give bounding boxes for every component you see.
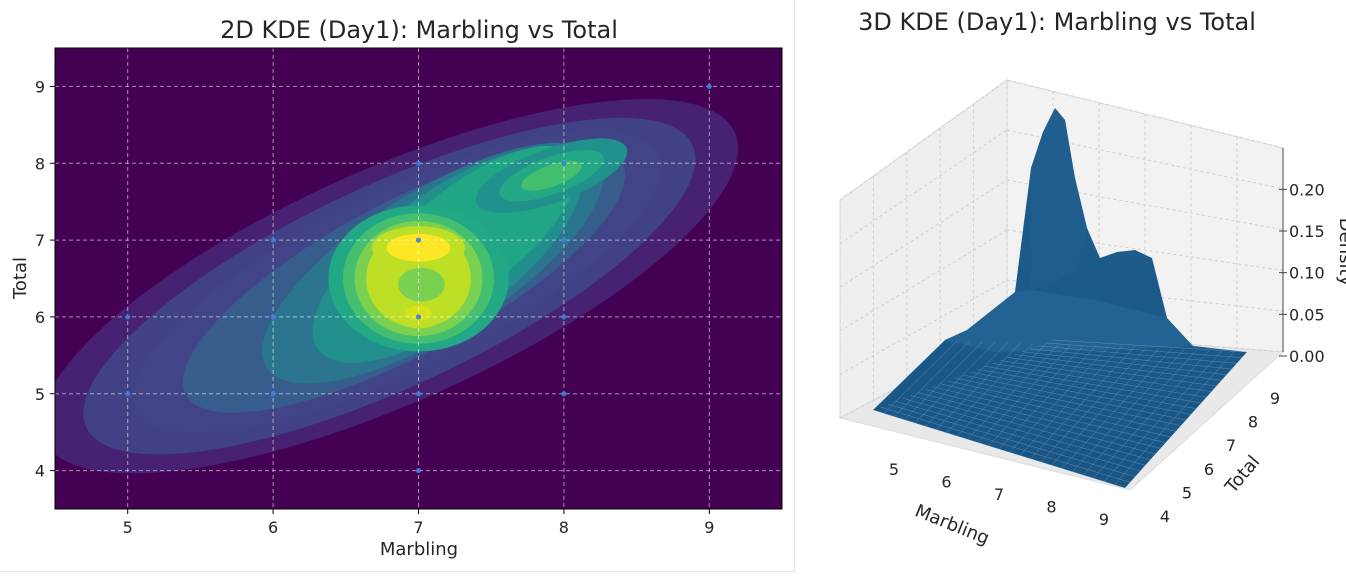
data-point [125,314,131,320]
x-tick-label-3d: 5 [889,460,899,479]
y-tick-label-3d: 4 [1160,507,1170,526]
kde-2d-chart: 2D KDE (Day1): Marbling vs Total 5 6 7 8 945… [10,16,783,560]
x-tick-label: 8 [559,518,569,537]
data-point [415,314,422,320]
y-tick-label-3d: 5 [1182,483,1192,502]
x-tick-label: 7 [413,518,423,537]
data-point [270,237,276,243]
data-point [270,391,276,397]
y-tick-label-3d: 6 [1204,460,1214,479]
y-tick-label: 5 [35,385,45,404]
data-point [561,160,567,166]
ridge-neck [398,267,445,302]
back-grid-h [1006,79,1284,149]
left-grid-h [839,129,1008,245]
data-point [561,314,567,320]
density-contours [55,99,739,474]
left-grid-h [839,279,1008,375]
back-grid-h [1006,129,1284,190]
y-tick-label-3d: 8 [1248,413,1258,432]
x-tick-label: 5 [123,518,133,537]
y-tick-label-3d: 9 [1270,389,1280,408]
left-grid-h [839,79,1008,201]
data-point [415,467,422,474]
data-point [415,160,422,166]
y-tick-label: 6 [35,308,45,327]
y-axis-label-3d: Total [1221,452,1265,498]
secondary-peak-contour-2 [521,160,582,191]
y-tick-label: 8 [35,154,45,173]
x-axis-label-3d: Marbling [912,501,992,550]
data-point [125,391,131,397]
x-tick-label: 6 [268,518,278,537]
data-point [561,237,567,243]
y-tick-label-3d: 7 [1226,436,1236,455]
lower-peak-contour-1 [405,305,432,321]
left-grid-h [839,229,1008,332]
x-tick-label-3d: 9 [1099,510,1109,529]
x-tick-label: 9 [704,518,714,537]
data-point [270,314,276,320]
y-tick-label: 7 [35,231,45,250]
chart-title: 2D KDE (Day1): Marbling vs Total [220,16,618,44]
x-axis-label: Marbling [380,539,458,560]
data-point [415,237,422,243]
z-tick-label-3d: 0.20 [1289,180,1325,199]
z-tick-label-3d: 0.10 [1289,264,1325,283]
z-tick-label-3d: 0.00 [1289,347,1325,366]
z-tick-label-3d: 0.15 [1289,222,1325,241]
x-tick-label-3d: 7 [994,485,1004,504]
y-tick-label: 9 [35,77,45,96]
back-grid-h [1006,179,1284,231]
data-point [561,391,567,397]
data-points [125,83,712,474]
axis-ticks: 5 6 7 8 9 4 5 6 7 8 9 [35,77,715,537]
z-axis-label-3d: Density [1335,218,1346,287]
data-point [706,83,712,90]
x-tick-label-3d: 6 [941,473,951,492]
y-axis-label: Total [10,257,31,300]
x-tick-label-3d: 8 [1046,498,1056,517]
y-tick-label: 4 [35,462,45,481]
chart-title-3d: 3D KDE (Day1): Marbling vs Total [858,8,1256,36]
z-tick-label-3d: 0.05 [1289,305,1325,324]
density-surface [872,108,1248,489]
grid-lines [55,48,782,509]
back-grid-h [1006,229,1284,271]
data-point [415,391,422,397]
